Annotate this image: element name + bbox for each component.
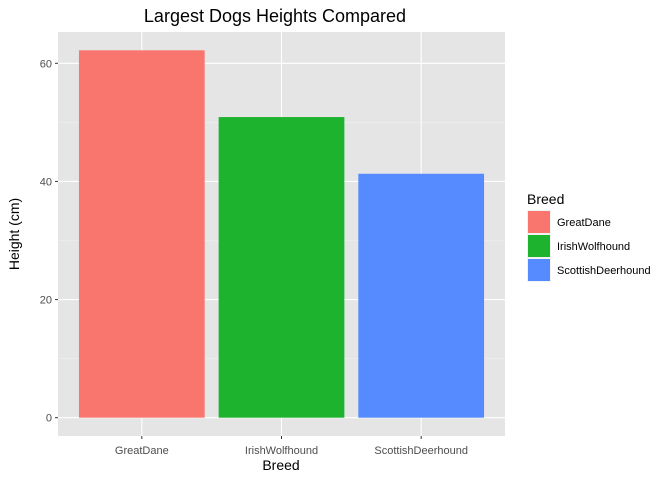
legend-label: IrishWolfhound bbox=[557, 241, 630, 253]
legend-items: GreatDane IrishWolfhound ScottishDeerhound bbox=[527, 210, 651, 282]
y-tick-label: 60 bbox=[40, 58, 52, 70]
legend-title: Breed bbox=[527, 191, 564, 207]
legend-swatch bbox=[528, 259, 550, 281]
y-axis-title: Height (cm) bbox=[6, 198, 22, 270]
x-axis: GreatDane IrishWolfhound ScottishDeerhound bbox=[115, 436, 468, 457]
bar-greatdane bbox=[78, 50, 205, 418]
y-tick-label: 40 bbox=[40, 176, 52, 188]
x-tick-label: ScottishDeerhound bbox=[374, 445, 468, 457]
y-tick-label: 0 bbox=[46, 413, 52, 425]
x-tick-label: IrishWolfhound bbox=[245, 445, 318, 457]
x-tick-label: GreatDane bbox=[115, 445, 169, 457]
legend-swatch bbox=[528, 235, 550, 257]
legend-swatch bbox=[528, 211, 550, 233]
bar-scottishdeerhound bbox=[358, 173, 485, 418]
chart-title: Largest Dogs Heights Compared bbox=[144, 6, 406, 26]
legend-label: GreatDane bbox=[557, 217, 611, 229]
y-axis: 0 20 40 60 bbox=[40, 58, 58, 425]
y-tick-label: 20 bbox=[40, 295, 52, 307]
bars bbox=[78, 50, 485, 418]
bar-irishwolfhound bbox=[218, 117, 345, 418]
x-axis-title: Breed bbox=[262, 457, 299, 473]
plot-panel bbox=[58, 32, 505, 436]
legend: Breed GreatDane IrishWolfhound ScottishDee… bbox=[527, 191, 651, 282]
legend-label: ScottishDeerhound bbox=[557, 265, 651, 277]
